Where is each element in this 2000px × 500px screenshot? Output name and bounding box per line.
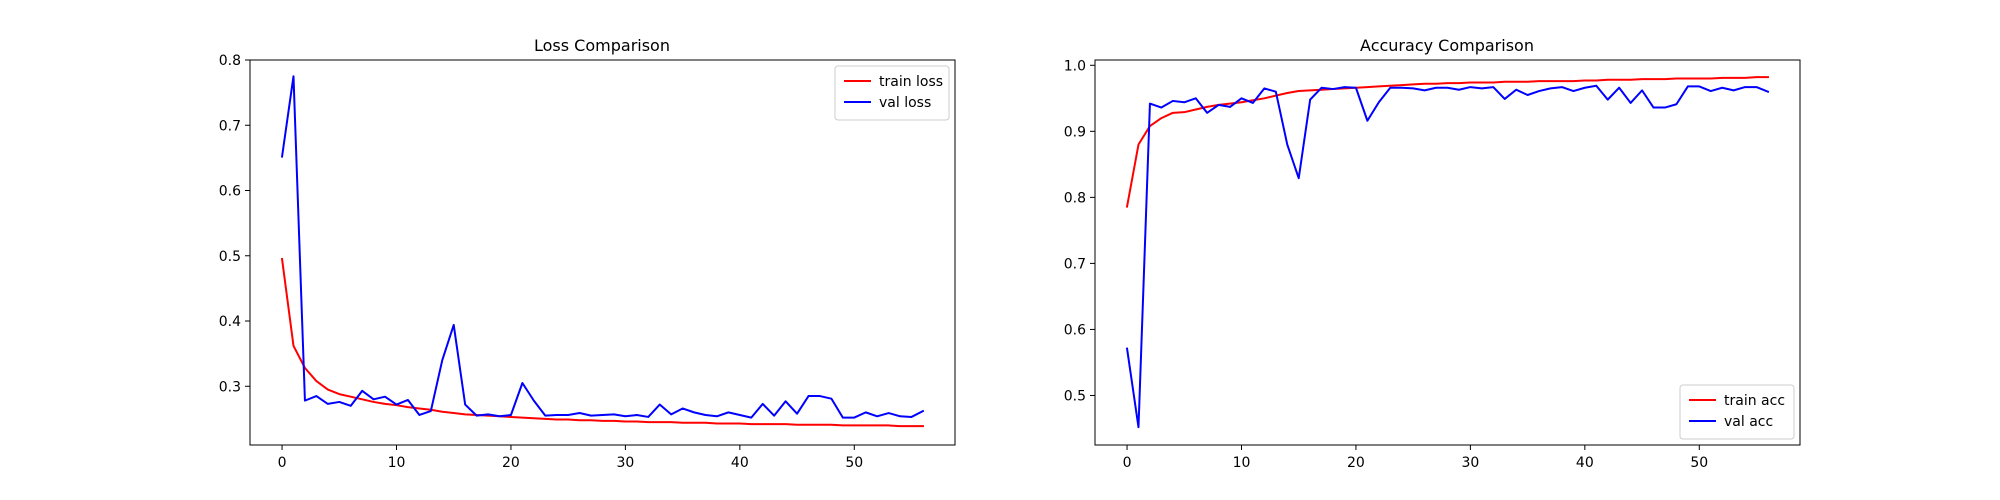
accuracy-x-tick-label-4: 40	[1576, 455, 1594, 471]
accuracy-y-tick-label-5: 1.0	[1064, 58, 1086, 74]
loss-legend: train loss val loss	[834, 65, 950, 121]
accuracy-series-val-acc	[1125, 84, 1770, 429]
accuracy-x-tick-label-2: 20	[1347, 455, 1365, 471]
loss-legend-box	[834, 65, 950, 121]
accuracy-y-tick-label-4: 0.9	[1064, 124, 1086, 140]
accuracy-y-tick-label-3: 0.8	[1064, 190, 1086, 206]
accuracy-x-tick-label-0: 0	[1123, 455, 1132, 471]
accuracy-x-tick-label-1: 10	[1233, 455, 1251, 471]
accuracy-y-tick-label-0: 0.5	[1064, 388, 1086, 404]
loss-y-tick-label-3: 0.6	[219, 184, 241, 200]
loss-legend-label-1: val loss	[879, 95, 931, 111]
loss-plot-frame	[249, 59, 956, 446]
accuracy-legend: train acc val acc	[1679, 384, 1795, 440]
loss-y-tick-label-2: 0.5	[219, 249, 241, 265]
loss-x-tick-label-4: 40	[731, 455, 749, 471]
loss-chart-title: Loss Comparison	[534, 36, 670, 55]
accuracy-chart: Accuracy Comparison 0 10 20 30 40 50 0.5 0.6 0.7…	[1064, 36, 1801, 471]
loss-legend-label-0: train loss	[879, 74, 943, 90]
loss-chart: Loss Comparison 0 10 20 30 40 50 0.3 0.4 0.5 0.6 0…	[219, 36, 956, 471]
loss-x-tick-label-0: 0	[278, 455, 287, 471]
accuracy-x-tick-label-5: 50	[1690, 455, 1708, 471]
accuracy-x-tick-label-3: 30	[1461, 455, 1479, 471]
loss-x-tick-label-2: 20	[502, 455, 520, 471]
loss-series-val-loss	[280, 75, 925, 419]
accuracy-plot-frame	[1094, 59, 1801, 446]
loss-y-tick-label-0: 0.3	[219, 379, 241, 395]
loss-x-tick-label-1: 10	[388, 455, 406, 471]
accuracy-legend-label-1: val acc	[1724, 414, 1773, 430]
loss-series-train-loss	[280, 257, 924, 428]
loss-y-tick-label-5: 0.8	[219, 53, 241, 69]
accuracy-legend-box	[1679, 384, 1795, 440]
accuracy-legend-label-0: train acc	[1724, 393, 1785, 409]
accuracy-chart-title: Accuracy Comparison	[1360, 36, 1534, 55]
loss-y-tick-label-1: 0.4	[219, 314, 241, 330]
loss-x-tick-label-3: 30	[616, 455, 634, 471]
accuracy-y-tick-label-1: 0.6	[1064, 322, 1086, 338]
accuracy-y-tick-label-2: 0.7	[1064, 256, 1086, 272]
loss-y-tick-label-4: 0.7	[219, 118, 241, 134]
loss-x-tick-label-5: 50	[845, 455, 863, 471]
